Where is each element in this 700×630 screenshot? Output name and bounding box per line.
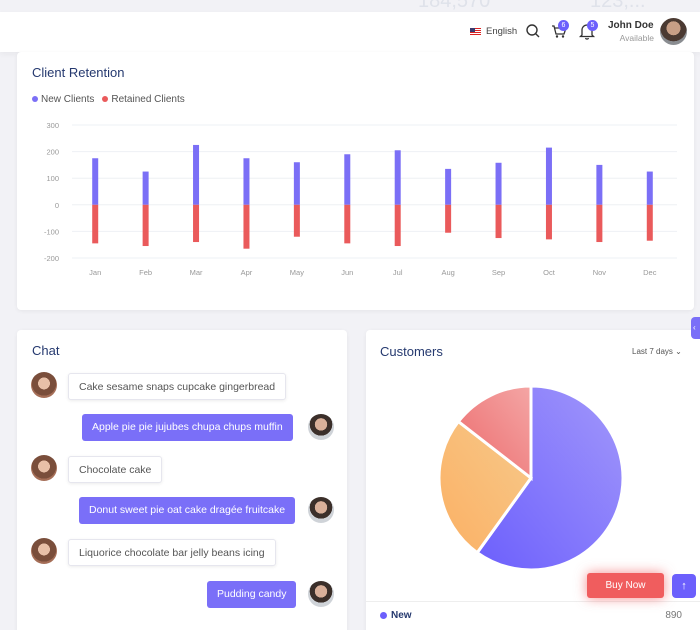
buy-now-button[interactable]: Buy Now [587, 573, 664, 598]
chat-message-outgoing: Donut sweet pie oat cake dragée fruitcak… [79, 497, 295, 524]
bar-new[interactable] [496, 163, 502, 205]
legend-value: 890 [665, 610, 682, 621]
x-tick-label: May [290, 268, 304, 277]
bar-new[interactable] [445, 169, 451, 205]
bar-new[interactable] [596, 165, 602, 205]
chat-message-outgoing: Pudding candy [207, 581, 296, 608]
x-tick-label: Jun [341, 268, 353, 277]
bar-new[interactable] [193, 145, 199, 205]
date-range-label: Last 7 days [632, 347, 673, 356]
legend-label: Retained Clients [111, 94, 184, 105]
bar-new[interactable] [344, 154, 350, 205]
bar-new[interactable] [92, 158, 98, 205]
avatar [31, 538, 57, 564]
search-icon[interactable] [524, 22, 542, 40]
avatar [31, 455, 57, 481]
bar-retained[interactable] [647, 205, 653, 241]
legend-label: New Clients [41, 94, 94, 105]
flag-us-icon [470, 28, 481, 36]
bar-retained[interactable] [546, 205, 552, 240]
user-avatar[interactable] [660, 18, 687, 45]
bar-new[interactable] [395, 150, 401, 205]
y-tick-label: 200 [46, 148, 59, 157]
y-tick-label: -200 [44, 254, 59, 263]
y-tick-label: 0 [55, 201, 59, 210]
y-tick-label: 100 [46, 174, 59, 183]
bar-retained[interactable] [193, 205, 199, 242]
legend-item[interactable]: New Clients [32, 94, 94, 105]
x-tick-label: Apr [241, 268, 253, 277]
chevron-down-icon: ⌄ [675, 347, 682, 356]
retention-title: Client Retention [32, 65, 125, 80]
legend-dot [380, 612, 387, 619]
legend-label: New [391, 610, 412, 621]
x-tick-label: Jan [89, 268, 101, 277]
avatar [308, 414, 334, 440]
cart-badge: 6 [558, 20, 569, 31]
retention-chart: 300 200 100 0 -100 -200 Jan Feb Mar Apr May Jun Jul A… [17, 110, 694, 290]
notification-badge: 5 [587, 20, 598, 31]
scroll-to-top-button[interactable]: ↑ [672, 574, 696, 598]
bar-retained[interactable] [445, 205, 451, 233]
chat-title: Chat [32, 343, 59, 358]
customers-title: Customers [380, 344, 443, 359]
legend-item[interactable]: Retained Clients [102, 94, 184, 105]
bar-retained[interactable] [294, 205, 300, 237]
bar-retained[interactable] [344, 205, 350, 244]
bar-retained[interactable] [243, 205, 249, 249]
chevron-left-icon: ‹ [693, 323, 696, 332]
x-tick-label: Oct [543, 268, 556, 277]
settings-side-tab[interactable]: ‹ [691, 317, 700, 339]
y-tick-label: 300 [46, 121, 59, 130]
customers-pie-chart [436, 383, 626, 573]
x-tick-label: Feb [139, 268, 152, 277]
x-tick-label: Jul [393, 268, 403, 277]
retention-legend: New Clients Retained Clients [32, 94, 185, 105]
customers-legend-row: New 890 [366, 601, 700, 630]
x-tick-label: Sep [492, 268, 505, 277]
bar-retained[interactable] [596, 205, 602, 242]
x-tick-label: Nov [593, 268, 607, 277]
top-header: English 6 5 John Doe Available [0, 12, 700, 52]
x-tick-label: Aug [441, 268, 454, 277]
y-tick-label: -100 [44, 227, 59, 236]
avatar [31, 372, 57, 398]
bar-retained[interactable] [496, 205, 502, 238]
user-name[interactable]: John Doe [608, 20, 654, 31]
bar-new[interactable] [294, 162, 300, 205]
avatar [308, 581, 334, 607]
avatar [308, 497, 334, 523]
x-tick-label: Mar [190, 268, 203, 277]
chat-message-incoming: Liquorice chocolate bar jelly beans icin… [68, 539, 276, 566]
bar-retained[interactable] [143, 205, 149, 246]
x-tick-label: Dec [643, 268, 657, 277]
arrow-up-icon: ↑ [681, 580, 687, 592]
bar-retained[interactable] [395, 205, 401, 246]
user-status: Available [618, 33, 654, 43]
bar-new[interactable] [143, 172, 149, 205]
chat-message-outgoing: Apple pie pie jujubes chupa chups muffin [82, 414, 293, 441]
bar-new[interactable] [546, 148, 552, 205]
bar-new[interactable] [647, 172, 653, 205]
bar-new[interactable] [243, 158, 249, 205]
language-label: English [486, 26, 517, 37]
chat-message-incoming: Cake sesame snaps cupcake gingerbread [68, 373, 286, 400]
bar-retained[interactable] [92, 205, 98, 244]
date-range-dropdown[interactable]: Last 7 days ⌄ [632, 347, 682, 356]
chat-message-incoming: Chocolate cake [68, 456, 162, 483]
language-selector[interactable]: English [470, 26, 517, 37]
